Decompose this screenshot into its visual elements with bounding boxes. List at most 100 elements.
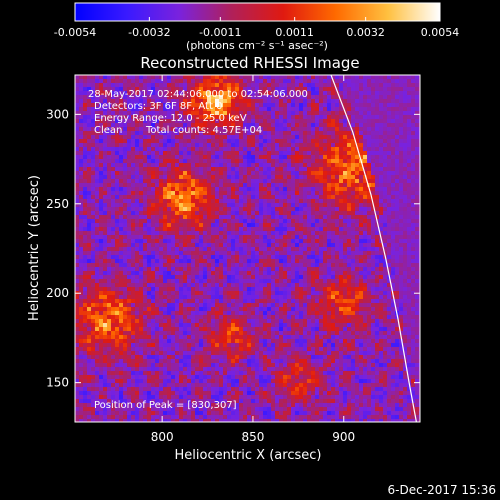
heatmap-cell [111,383,116,388]
heatmap-cell [243,347,248,352]
heatmap-cell [99,311,104,316]
heatmap-cell [131,267,136,272]
heatmap-cell [251,199,256,204]
heatmap-cell [127,415,132,420]
heatmap-cell [91,319,96,324]
heatmap-cell [115,303,120,308]
heatmap-cell [243,139,248,144]
heatmap-cell [207,291,212,296]
heatmap-cell [75,123,80,128]
heatmap-cell [255,383,260,388]
heatmap-cell [143,347,148,352]
heatmap-cell [91,331,96,336]
heatmap-cell [231,307,236,312]
heatmap-cell [283,211,288,216]
heatmap-cell [291,395,296,400]
heatmap-cell [99,403,104,408]
heatmap-cell [267,319,272,324]
heatmap-cell [239,183,244,188]
heatmap-cell [267,383,272,388]
heatmap-cell [199,219,204,224]
heatmap-cell [147,375,152,380]
heatmap-cell [287,143,292,148]
heatmap-cell [295,175,300,180]
heatmap-cell [239,275,244,280]
heatmap-cell [111,163,116,168]
heatmap-cell [295,171,300,176]
heatmap-cell [211,231,216,236]
heatmap-cell [75,159,80,164]
heatmap-cell [107,343,112,348]
heatmap-cell [215,371,220,376]
heatmap-cell [271,267,276,272]
heatmap-cell [203,351,208,356]
heatmap-cell [243,239,248,244]
heatmap-cell [139,171,144,176]
heatmap-cell [115,87,120,92]
heatmap-cell [151,171,156,176]
heatmap-cell [87,151,92,156]
heatmap-cell [187,279,192,284]
heatmap-cell [79,243,84,248]
heatmap-cell [243,375,248,380]
heatmap-cell [107,215,112,220]
heatmap-cell [99,87,104,92]
heatmap-cell [263,159,268,164]
heatmap-cell [103,303,108,308]
heatmap-cell [111,271,116,276]
heatmap-cell [135,119,140,124]
heatmap-cell [183,387,188,392]
heatmap-cell [187,159,192,164]
heatmap-cell [123,263,128,268]
heatmap-cell [143,271,148,276]
heatmap-cell [283,379,288,384]
heatmap-cell [75,75,80,80]
heatmap-cell [83,223,88,228]
heatmap-cell [291,307,296,312]
heatmap-cell [251,239,256,244]
heatmap-cell [171,291,176,296]
heatmap-cell [111,111,116,116]
heatmap-cell [143,227,148,232]
heatmap-cell [119,163,124,168]
heatmap-cell [295,351,300,356]
heatmap-cell [243,419,248,422]
heatmap-cell [239,163,244,168]
heatmap-cell [87,395,92,400]
heatmap-cell [175,371,180,376]
heatmap-cell [175,187,180,192]
heatmap-cell [139,379,144,384]
heatmap-cell [143,351,148,356]
heatmap-cell [271,363,276,368]
heatmap-cell [183,331,188,336]
heatmap-cell [267,335,272,340]
heatmap-cell [239,127,244,132]
heatmap-cell [183,391,188,396]
heatmap-cell [199,315,204,320]
heatmap-cell [191,307,196,312]
heatmap-cell [215,183,220,188]
heatmap-cell [255,103,260,108]
heatmap-cell [99,287,104,292]
heatmap-cell [179,147,184,152]
heatmap-cell [75,399,80,404]
heatmap-cell [75,419,80,422]
heatmap-cell [103,175,108,180]
heatmap-cell [195,407,200,412]
heatmap-cell [167,115,172,120]
heatmap-cell [283,375,288,380]
heatmap-cell [83,107,88,112]
heatmap-cell [107,123,112,128]
heatmap-cell [111,279,116,284]
heatmap-cell [231,179,236,184]
heatmap-cell [271,319,276,324]
heatmap-cell [239,287,244,292]
heatmap-cell [95,167,100,172]
heatmap-cell [223,115,228,120]
heatmap-cell [107,351,112,356]
heatmap-cell [115,271,120,276]
heatmap-cell [163,323,168,328]
heatmap-cell [271,395,276,400]
heatmap-cell [199,411,204,416]
heatmap-cell [219,247,224,252]
